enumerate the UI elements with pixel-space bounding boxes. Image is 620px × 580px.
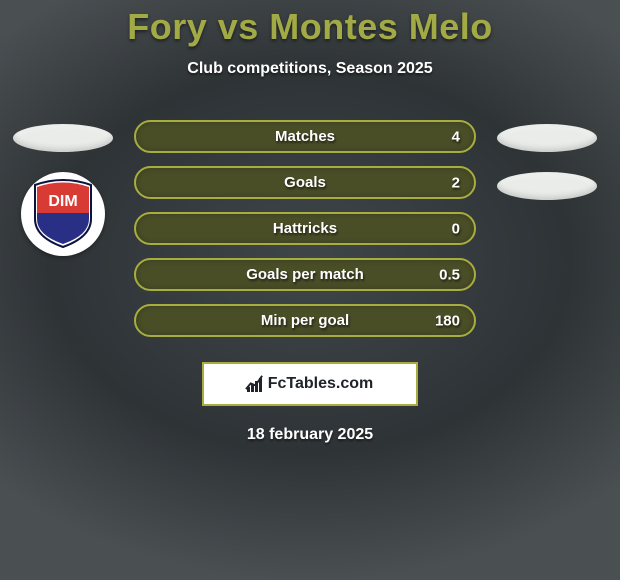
page-title: Fory vs Montes Melo (0, 0, 620, 48)
left-club-badge: DIM (21, 172, 105, 256)
stat-label: Goals per match (246, 266, 364, 283)
subtitle: Club competitions, Season 2025 (0, 60, 620, 78)
right-club-placeholder (497, 172, 597, 200)
stat-right-value: 2 (452, 174, 460, 191)
right-column (492, 120, 602, 200)
shield-icon: DIM (31, 179, 95, 249)
left-player-placeholder (13, 124, 113, 152)
content-wrapper: Fory vs Montes Melo Club competitions, S… (0, 0, 620, 580)
svg-text:DIM: DIM (48, 193, 77, 210)
left-column: DIM (8, 120, 118, 256)
columns: DIM Matches 4 Goals 2 Hattricks 0 (0, 120, 620, 337)
stat-label: Goals (284, 174, 326, 191)
stat-label: Matches (275, 128, 335, 145)
date-line: 18 february 2025 (0, 426, 620, 444)
stat-row-gpm: Goals per match 0.5 (134, 258, 476, 291)
chart-icon (247, 376, 262, 392)
stat-right-value: 0 (452, 220, 460, 237)
brand-text: FcTables.com (268, 375, 374, 393)
stat-row-goals: Goals 2 (134, 166, 476, 199)
brand-box[interactable]: FcTables.com (202, 362, 418, 406)
stats-list: Matches 4 Goals 2 Hattricks 0 Goals per … (134, 120, 476, 337)
stat-row-hattricks: Hattricks 0 (134, 212, 476, 245)
stat-label: Min per goal (261, 312, 349, 329)
stat-right-value: 180 (435, 312, 460, 329)
stat-row-matches: Matches 4 (134, 120, 476, 153)
stat-right-value: 0.5 (439, 266, 460, 283)
stat-label: Hattricks (273, 220, 337, 237)
stat-row-mpg: Min per goal 180 (134, 304, 476, 337)
right-player-placeholder (497, 124, 597, 152)
stat-right-value: 4 (452, 128, 460, 145)
